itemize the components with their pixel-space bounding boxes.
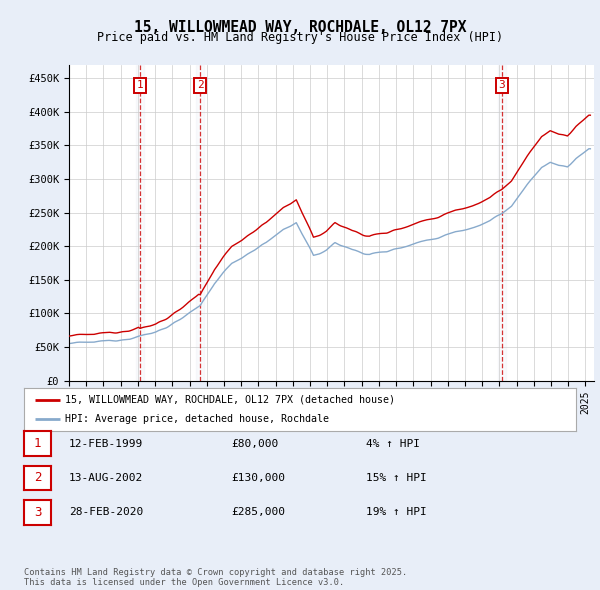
Text: Price paid vs. HM Land Registry's House Price Index (HPI): Price paid vs. HM Land Registry's House … bbox=[97, 31, 503, 44]
Bar bbox=[136, 65, 144, 381]
Text: 3: 3 bbox=[499, 80, 505, 90]
Text: 15, WILLOWMEAD WAY, ROCHDALE, OL12 7PX (detached house): 15, WILLOWMEAD WAY, ROCHDALE, OL12 7PX (… bbox=[65, 395, 395, 405]
Text: 28-FEB-2020: 28-FEB-2020 bbox=[69, 507, 143, 517]
Bar bbox=[498, 65, 506, 381]
Text: 13-AUG-2002: 13-AUG-2002 bbox=[69, 473, 143, 483]
Text: HPI: Average price, detached house, Rochdale: HPI: Average price, detached house, Roch… bbox=[65, 414, 329, 424]
Text: 1: 1 bbox=[34, 437, 41, 450]
Text: 15% ↑ HPI: 15% ↑ HPI bbox=[366, 473, 427, 483]
Text: 2: 2 bbox=[197, 80, 203, 90]
Text: 4% ↑ HPI: 4% ↑ HPI bbox=[366, 439, 420, 448]
Text: 1: 1 bbox=[136, 80, 143, 90]
Text: 19% ↑ HPI: 19% ↑ HPI bbox=[366, 507, 427, 517]
Bar bbox=[196, 65, 205, 381]
Text: 12-FEB-1999: 12-FEB-1999 bbox=[69, 439, 143, 448]
Text: £130,000: £130,000 bbox=[231, 473, 285, 483]
Text: 15, WILLOWMEAD WAY, ROCHDALE, OL12 7PX: 15, WILLOWMEAD WAY, ROCHDALE, OL12 7PX bbox=[134, 19, 466, 35]
Text: 2: 2 bbox=[34, 471, 41, 484]
Text: £285,000: £285,000 bbox=[231, 507, 285, 517]
Text: £80,000: £80,000 bbox=[231, 439, 278, 448]
Text: Contains HM Land Registry data © Crown copyright and database right 2025.
This d: Contains HM Land Registry data © Crown c… bbox=[24, 568, 407, 587]
Text: 3: 3 bbox=[34, 506, 41, 519]
